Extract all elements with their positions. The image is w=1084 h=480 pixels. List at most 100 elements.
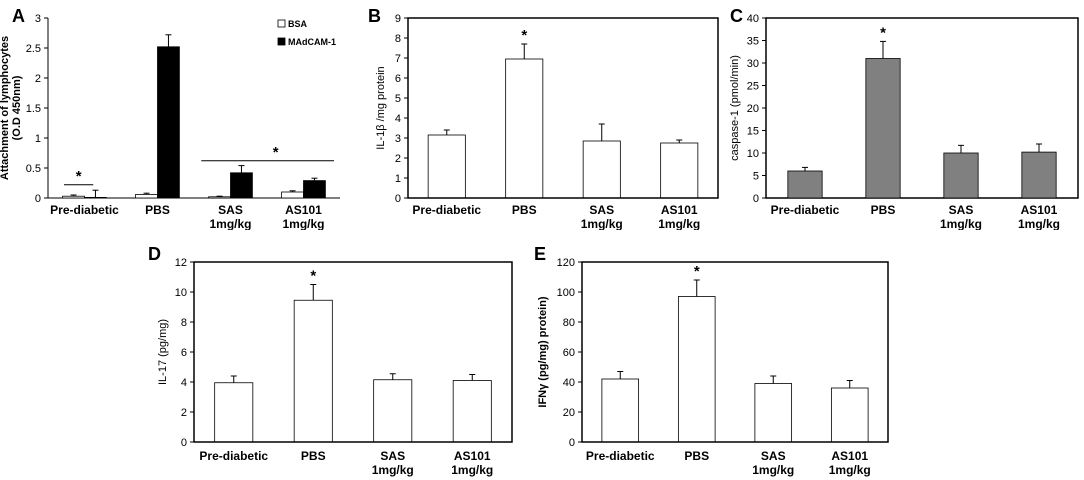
category-label-e: PBS (684, 449, 709, 463)
y-tick-label-b: 1 (395, 173, 401, 185)
y-tick-label-a: 0.5 (26, 163, 41, 175)
bar-b-2-0 (582, 140, 621, 199)
chart-panel-b: B 0 1 2 3 4 5 6 7 8 9 IL-1β /mg protein Pre-diabeti… (362, 0, 724, 230)
y-tick-label-e: 40 (563, 377, 575, 389)
y-tick-label-c: 30 (747, 58, 759, 70)
panel-letter-c: C (730, 6, 743, 26)
y-tick-label-e: 120 (557, 257, 575, 269)
panel-letter-d: D (148, 244, 161, 264)
category-label-e: SAS (761, 449, 786, 463)
y-tick-label-b: 8 (395, 33, 401, 45)
y-tick-label-c: 15 (747, 126, 759, 138)
bar-b-1-0 (505, 58, 544, 199)
y-tick-label-b: 9 (395, 13, 401, 25)
y-tick-label-d: 4 (181, 377, 187, 389)
significance-star-b: * (521, 27, 527, 44)
category-label-a: PBS (145, 203, 170, 217)
category-label-e: AS101 (831, 449, 868, 463)
category-label-b: 1mg/kg (581, 217, 623, 230)
bar-c-2-0 (943, 152, 979, 199)
y-tick-label-d: 2 (181, 407, 187, 419)
bar-e-1-0 (677, 296, 716, 443)
y-tick-label-c: 40 (747, 13, 759, 25)
bar-a-3-0 (281, 191, 304, 199)
y-tick-label-e: 20 (563, 407, 575, 419)
bar-d-3-0 (452, 380, 492, 443)
chart-c-svg: 0 5 10 15 20 25 30 35 40 caspase-1 (pmol/min) Pre-… (729, 13, 1079, 230)
panel-letter-e: E (534, 244, 547, 264)
legend-swatch-a (277, 37, 286, 46)
bar-a-2-1 (230, 172, 253, 199)
y-tick-label-e: 100 (557, 287, 575, 299)
chart-a-svg: 0 0.5 1 1.5 2 2.5 3 Attachment of lymphocytes (O… (0, 13, 340, 230)
category-label-c: SAS (949, 203, 974, 217)
chart-b-svg: 0 1 2 3 4 5 6 7 8 9 IL-1β /mg protein Pre-diabetic P… (375, 13, 719, 230)
category-label-a: Pre-diabetic (50, 203, 119, 217)
chart-d-svg: 0 2 4 6 8 10 12 IL-17 (pg/mg) Pre-diabetic PBS SAS… (157, 257, 513, 477)
y-tick-label-d: 6 (181, 347, 187, 359)
y-axis-label-a: (O.D 450nm) (11, 75, 23, 140)
y-tick-label-c: 25 (747, 81, 759, 93)
plot-frame-b (407, 17, 719, 199)
y-tick-label-d: 8 (181, 317, 187, 329)
y-tick-label-c: 0 (753, 193, 759, 205)
category-label-a: 1mg/kg (209, 217, 251, 230)
category-label-b: 1mg/kg (658, 217, 700, 230)
y-tick-label-b: 2 (395, 153, 401, 165)
category-label-d: PBS (301, 449, 326, 463)
y-axis-label-a: Attachment of lymphocytes (0, 36, 11, 180)
chart-panel-e: E 0 20 40 60 80 100 120 IFNγ (pg/mg) protein) Pr… (528, 240, 894, 480)
bar-d-0-0 (214, 382, 254, 443)
category-label-b: SAS (589, 203, 614, 217)
y-tick-label-a: 1.5 (26, 103, 41, 115)
category-label-b: AS101 (661, 203, 698, 217)
y-tick-label-a: 2 (35, 73, 41, 85)
legend-swatch-a (277, 19, 286, 28)
bar-a-2-0 (208, 196, 231, 199)
y-axis-label-e: IFNγ (pg/mg) protein) (537, 296, 549, 408)
y-tick-label-a: 1 (35, 133, 41, 145)
category-label-e: 1mg/kg (829, 463, 871, 477)
y-tick-label-e: 80 (563, 317, 575, 329)
category-label-c: 1mg/kg (940, 217, 982, 230)
significance-star-a: * (76, 168, 82, 185)
y-tick-label-a: 0 (35, 193, 41, 205)
y-tick-label-b: 0 (395, 193, 401, 205)
legend-label-a: MAdCAM-1 (288, 37, 336, 47)
y-axis-label-b: IL-1β /mg protein (375, 66, 387, 149)
bar-c-3-0 (1021, 151, 1057, 199)
y-tick-label-b: 7 (395, 53, 401, 65)
y-tick-label-a: 3 (35, 13, 41, 25)
y-tick-label-c: 10 (747, 148, 759, 160)
y-tick-label-e: 0 (569, 437, 575, 449)
chart-panel-c: C 0 5 10 15 20 25 30 35 40 caspase-1 (pmol/min) Pr… (724, 0, 1084, 230)
chart-e-svg: 0 20 40 60 80 100 120 IFNγ (pg/mg) protein) Pre-… (537, 257, 889, 477)
legend-label-a: BSA (288, 19, 308, 29)
significance-star-d: * (310, 268, 316, 285)
y-tick-label-e: 60 (563, 347, 575, 359)
category-label-c: Pre-diabetic (771, 203, 840, 217)
bar-a-3-1 (303, 180, 326, 199)
y-tick-label-b: 3 (395, 133, 401, 145)
bar-c-0-0 (787, 170, 823, 199)
y-tick-label-c: 20 (747, 103, 759, 115)
y-axis-label-d: IL-17 (pg/mg) (157, 319, 169, 385)
significance-star-c: * (880, 24, 886, 41)
bar-a-0-0 (62, 195, 85, 199)
y-tick-label-b: 5 (395, 93, 401, 105)
category-label-c: PBS (871, 203, 896, 217)
bar-a-1-0 (135, 193, 158, 199)
y-tick-label-d: 12 (175, 257, 187, 269)
bar-c-1-0 (865, 58, 901, 199)
category-label-a: 1mg/kg (282, 217, 324, 230)
category-label-d: AS101 (454, 449, 491, 463)
bar-a-0-1 (84, 196, 107, 199)
panel-letter-b: B (368, 6, 381, 26)
bar-b-3-0 (660, 142, 699, 199)
significance-star-a: * (273, 144, 279, 161)
category-label-c: AS101 (1021, 203, 1058, 217)
plot-frame-e (581, 261, 889, 443)
y-tick-label-b: 4 (395, 113, 401, 125)
y-tick-label-c: 35 (747, 36, 759, 48)
category-label-b: PBS (512, 203, 537, 217)
